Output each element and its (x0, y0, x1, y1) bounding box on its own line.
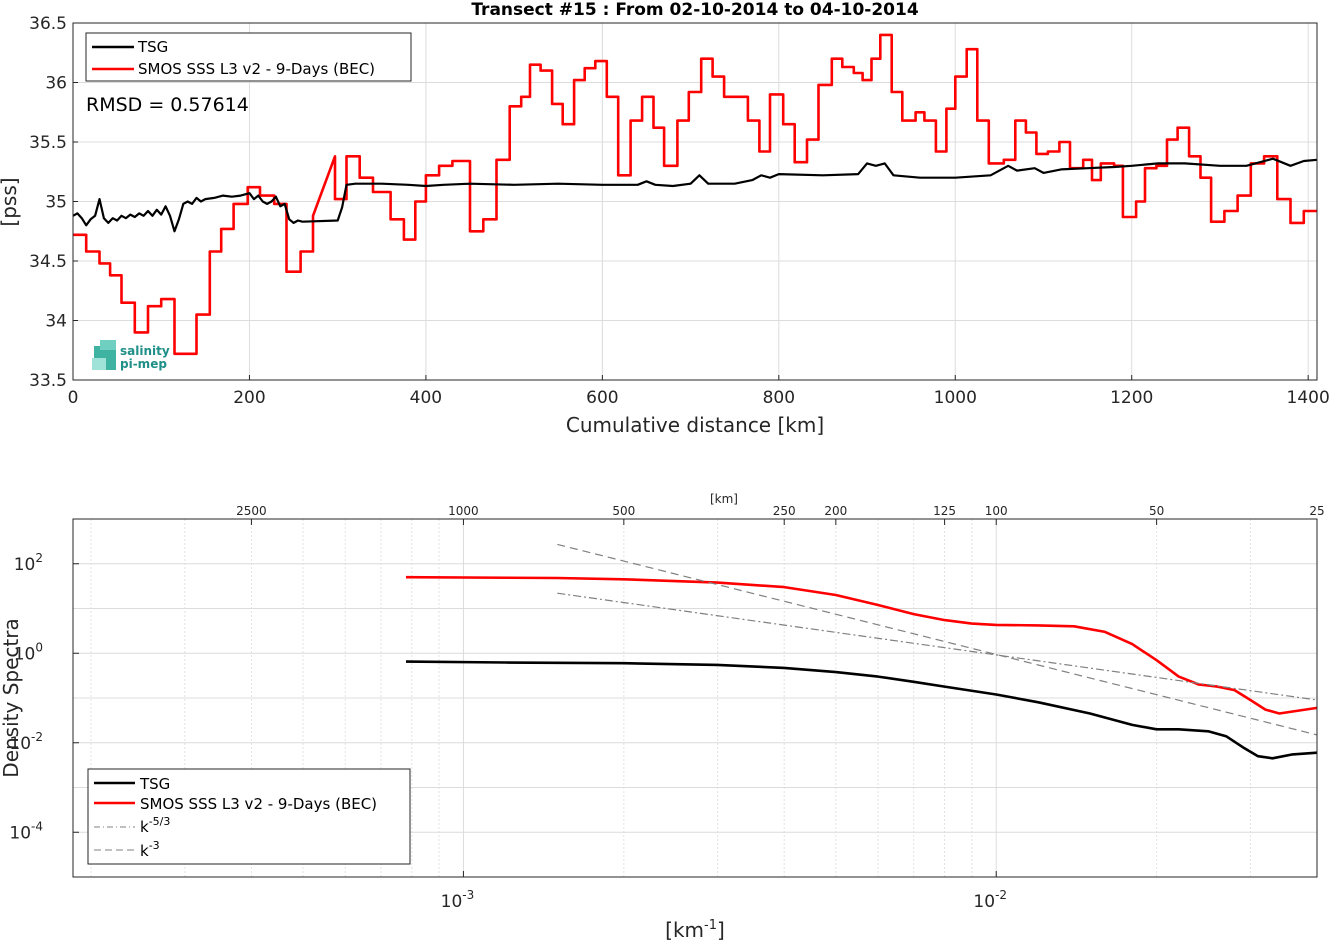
top-legend: TSG SMOS SSS L3 v2 - 9-Days (BEC) (85, 32, 412, 82)
top-y-tick-label: 34 (45, 312, 67, 332)
bottom-legend-box (87, 768, 411, 865)
bottom-y-tick-label: 10-2 (9, 730, 43, 754)
density-spectra-chart: 10-3 10-2 102 100 10-2 10-4 2500 1000 500 250 20… (0, 492, 1325, 942)
bottom-y-tick-label: 100 (14, 640, 43, 664)
top-x-tick-label: 400 (410, 388, 442, 408)
top-y-tick-label: 36 (45, 74, 67, 94)
chart-title: Transect #15 : From 02-10-2014 to 04-10-… (471, 0, 919, 20)
top-axis-tick-label: 1000 (448, 504, 479, 518)
bottom-x-axis-label: [km-1] (665, 918, 725, 942)
top-x-tick-label: 600 (586, 388, 618, 408)
bottom-y-axis-label: Density Spectra (0, 618, 23, 777)
logo-text-salinity: salinity (120, 344, 170, 358)
top-x-tick-label: 1200 (1110, 388, 1153, 408)
top-series (72, 33, 1318, 356)
bottom-y-tick-labels: 102 100 10-2 10-4 (9, 551, 43, 844)
top-axis-tick-label: 500 (612, 504, 635, 518)
rmsd-annotation: RMSD = 0.57614 (86, 94, 249, 116)
top-y-tick-label: 34.5 (29, 252, 67, 272)
top-y-tick-label: 35 (45, 193, 67, 213)
bottom-legend-label-k3: k-3 (140, 839, 160, 860)
top-axis-tick-label: 100 (985, 504, 1008, 518)
top-y-tick-label: 35.5 (29, 133, 67, 153)
bottom-series-k3-line (557, 543, 1318, 736)
top-x-axis-label: Cumulative distance [km] (566, 413, 824, 437)
bottom-axes-box (72, 518, 1318, 878)
bottom-x-tick-label: 10-2 (973, 888, 1007, 912)
salinity-pi-mep-logo: salinity pi-mep (92, 340, 170, 371)
top-axis-tick-label: 25 (1309, 504, 1324, 518)
bottom-top-axis-ticks: 2500 1000 500 250 200 125 100 50 25 (236, 504, 1325, 525)
top-legend-label-smos: SMOS SSS L3 v2 - 9-Days (BEC) (138, 60, 375, 78)
top-axis-unit-label: [km] (710, 492, 738, 506)
top-x-tick-labels: 0 200 400 600 800 1000 1200 1400 (68, 388, 1330, 408)
bottom-series (405, 543, 1318, 760)
bottom-legend-label-smos: SMOS SSS L3 v2 - 9-Days (BEC) (140, 795, 377, 813)
bottom-series-smos-line (405, 575, 1318, 715)
top-axis-tick-label: 2500 (236, 504, 267, 518)
top-legend-box (85, 32, 412, 82)
bottom-y-tick-label: 102 (14, 551, 43, 575)
top-y-axis-label: [pss] (0, 177, 21, 226)
bottom-legend: TSG SMOS SSS L3 v2 - 9-Days (BEC) k-5/3 … (87, 768, 411, 865)
top-x-tick-label: 800 (763, 388, 795, 408)
top-axis-tick-label: 250 (773, 504, 796, 518)
bottom-legend-label-tsg: TSG (139, 775, 170, 793)
top-series-tsg-line (72, 157, 1318, 233)
top-axes-box (72, 22, 1318, 381)
top-y-tick-labels: 33.5 34 34.5 35 35.5 36 36.5 (29, 14, 67, 391)
bottom-x-tick-label: 10-3 (441, 888, 475, 912)
top-axis-tick-label: 200 (824, 504, 847, 518)
top-x-tick-label: 1400 (1287, 388, 1330, 408)
bottom-series-k53-line (557, 592, 1318, 701)
top-legend-label-tsg: TSG (137, 38, 168, 56)
bottom-y-tick-label: 10-4 (9, 819, 43, 843)
top-y-tick-label: 33.5 (29, 371, 67, 391)
top-x-tick-label: 200 (233, 388, 265, 408)
bottom-legend-label-k53: k-5/3 (140, 815, 170, 836)
bottom-x-tick-labels: 10-3 10-2 (441, 888, 1007, 912)
bottom-series-tsg-line (405, 660, 1318, 760)
top-x-tick-label: 1000 (934, 388, 977, 408)
top-x-tick-label: 0 (68, 388, 79, 408)
logo-text-pimep: pi-mep (120, 357, 167, 371)
salinity-transect-chart: Transect #15 : From 02-10-2014 to 04-10-… (0, 0, 1330, 437)
top-axis-tick-label: 125 (933, 504, 956, 518)
top-series-smos-line (73, 33, 1317, 356)
top-y-tick-label: 36.5 (29, 14, 67, 34)
top-axis-tick-label: 50 (1149, 504, 1164, 518)
